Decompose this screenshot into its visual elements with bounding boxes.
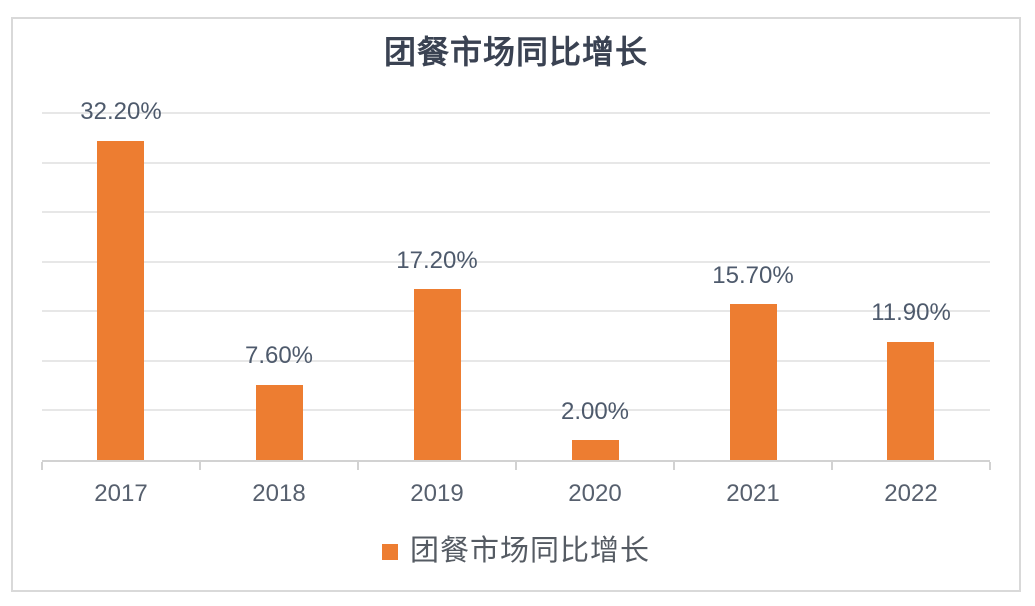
bar (571, 440, 619, 460)
x-axis-tick (41, 462, 43, 470)
x-axis-label: 2020 (568, 480, 622, 507)
legend-label: 团餐市场同比增长 (409, 535, 650, 567)
x-axis-tick (831, 462, 833, 470)
bar (413, 289, 461, 460)
bar (729, 304, 777, 460)
plot-area: 32.20% 7.60% 17.20% 2.00% 15.70% 11.90% (41, 98, 991, 470)
x-axis-label: 2017 (94, 480, 148, 507)
gridline (42, 161, 990, 164)
x-axis-label: 2018 (252, 480, 306, 507)
chart-title: 团餐市场同比增长 (383, 34, 648, 70)
x-axis-tick (989, 462, 991, 470)
x-axis-tick (198, 462, 201, 470)
x-axis-tick (515, 462, 517, 470)
gridline (42, 260, 990, 263)
x-axis-label: 2021 (726, 480, 780, 507)
chart-container: 团餐市场同比增长 32.20% 7.60% 17.20% 2.00% 15.70% 11.… (11, 17, 1021, 592)
bar (255, 384, 303, 460)
legend-swatch-icon (381, 543, 398, 560)
gridline (42, 359, 990, 362)
gridline (42, 112, 990, 114)
x-axis-tick (672, 462, 675, 470)
x-axis-labels: 2017 2018 2019 2020 2021 2022 (42, 474, 990, 507)
bar (887, 342, 935, 460)
value-label: 32.20% (80, 98, 162, 126)
x-axis-label: 2019 (410, 480, 464, 507)
gridline (42, 409, 990, 412)
gridline (42, 211, 990, 214)
value-label: 7.60% (244, 342, 314, 370)
x-axis-tick (356, 462, 359, 470)
legend: 团餐市场同比增长 (13, 535, 1019, 568)
bar (97, 140, 145, 460)
value-label: 15.70% (712, 261, 794, 289)
gridline (42, 310, 990, 313)
x-axis-label: 2022 (884, 480, 938, 507)
value-label: 2.00% (560, 397, 630, 425)
value-label: 17.20% (396, 246, 478, 274)
value-label: 11.90% (871, 299, 951, 327)
